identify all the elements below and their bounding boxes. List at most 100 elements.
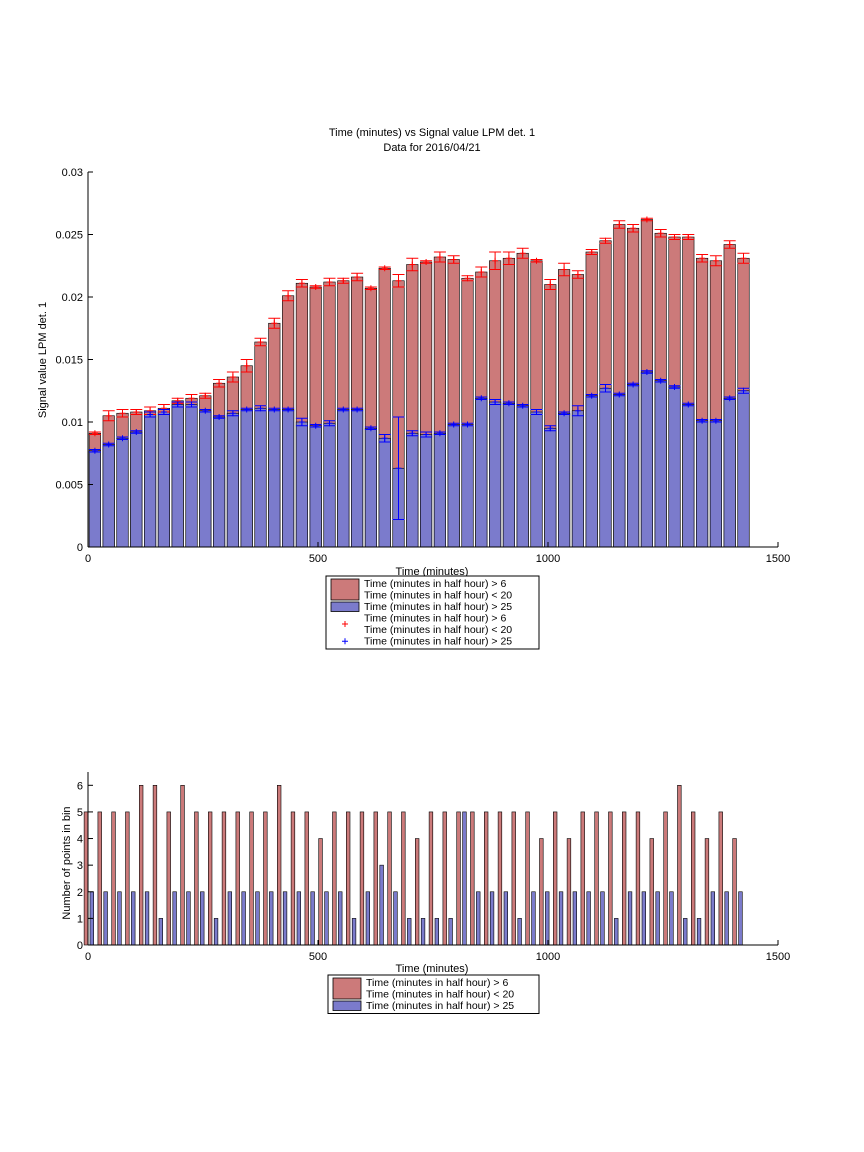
red-count-bar [580, 811, 585, 946]
red-error-bar [323, 277, 336, 287]
blue-count-bar [200, 891, 205, 946]
chart-subtitle: Data for 2016/04/21 [383, 142, 480, 154]
legend-marker [342, 638, 348, 645]
blue-bar [571, 410, 584, 548]
blue-error-bar [226, 410, 239, 417]
red-count-bar [180, 785, 185, 946]
red-error-bar [668, 234, 681, 240]
blue-count-bar [117, 891, 122, 946]
red-count-bar [83, 811, 89, 946]
blue-bar [682, 404, 695, 548]
red-error-bar [378, 265, 391, 272]
blue-error-bar [102, 441, 115, 448]
red-count-bar [208, 811, 213, 946]
blue-error-bar [268, 406, 281, 413]
blue-bar [144, 414, 157, 548]
red-error-bar [199, 392, 212, 399]
blue-error-bar [585, 392, 598, 399]
red-count-bar [277, 785, 282, 946]
blue-error-bar [420, 431, 433, 438]
red-count-bar [649, 838, 654, 946]
blue-bar [654, 380, 667, 548]
x-tick-label: 1000 [536, 553, 560, 565]
red-error-bar [613, 220, 626, 229]
y-tick-label: 1 [77, 913, 83, 925]
y-axis-label: Number of points in bin [61, 806, 73, 919]
blue-count-bar [269, 891, 274, 946]
red-count-bar [677, 785, 682, 946]
blue-count-bar [641, 891, 646, 946]
blue-bar [268, 409, 281, 548]
red-count-bar [194, 811, 199, 946]
blue-bar [116, 437, 129, 548]
blue-error-bar [613, 391, 626, 398]
legend-label: Time (minutes in half hour) < 20 [366, 989, 514, 1001]
y-tick-label: 4 [77, 834, 83, 846]
x-axis-label: Time (minutes) [396, 963, 469, 975]
blue-bar [709, 420, 722, 548]
red-count-bar [484, 811, 489, 946]
red-error-bar [337, 277, 350, 284]
blue-bar [254, 407, 267, 548]
blue-error-bar [544, 425, 557, 432]
blue-count-bar [572, 891, 577, 946]
y-tick-label: 0.025 [55, 230, 83, 242]
blue-bar [613, 394, 626, 548]
legend-label: Time (minutes in half hour) > 6 [364, 613, 506, 625]
y-tick-label: 2 [77, 887, 83, 899]
blue-bar [420, 434, 433, 548]
red-count-bar [235, 811, 240, 946]
red-error-bar [475, 266, 488, 278]
blue-bar [102, 444, 115, 548]
red-error-bar [489, 251, 502, 270]
blue-error-bar [378, 434, 391, 443]
red-count-bar [704, 838, 710, 946]
y-axis-label: Signal value LPM det. 1 [37, 302, 49, 418]
red-count-bar [332, 811, 337, 946]
blue-error-bar [461, 421, 474, 428]
legend-label: Time (minutes in half hour) > 25 [364, 601, 512, 613]
red-error-bar [295, 279, 308, 288]
red-error-bar [530, 257, 543, 264]
blue-count-bar [517, 918, 522, 946]
blue-count-bar [586, 891, 591, 946]
red-count-bar [497, 811, 503, 946]
red-error-bar [627, 224, 640, 233]
blue-count-bar [282, 891, 288, 946]
red-count-bar [718, 811, 723, 946]
legend-swatch [332, 1000, 362, 1011]
red-count-bar [456, 811, 461, 946]
blue-bar [199, 410, 212, 548]
blue-count-bar [531, 891, 536, 946]
y-tick-label: 0 [77, 542, 83, 554]
blue-error-bar [364, 425, 377, 432]
blue-count-bar [407, 918, 412, 946]
blue-bar [130, 431, 143, 548]
red-count-bar [622, 811, 627, 946]
blue-bar [640, 371, 653, 548]
blue-bar [585, 395, 598, 548]
red-error-bar [240, 359, 253, 373]
blue-count-bar [558, 891, 564, 946]
red-count-bar [525, 811, 530, 946]
legend-swatch [330, 601, 360, 612]
blue-error-bar [213, 414, 226, 420]
y-tick-label: 3 [77, 860, 83, 872]
blue-bar [185, 404, 198, 548]
blue-count-bar [158, 918, 163, 946]
blue-error-bar [709, 417, 722, 424]
red-count-bar [428, 811, 434, 946]
red-count-bar [732, 838, 737, 946]
blue-bar [406, 432, 419, 548]
blue-error-bar [240, 406, 253, 413]
x-tick-label: 0 [85, 951, 91, 963]
blue-bar [240, 409, 253, 548]
blue-count-bar [365, 891, 370, 946]
blue-error-bar [599, 384, 612, 393]
red-count-bar [304, 811, 309, 946]
blue-bar [696, 420, 709, 548]
blue-error-bar [88, 447, 101, 454]
blue-error-bar [447, 421, 460, 428]
x-tick-label: 0 [85, 553, 91, 565]
blue-error-bar [489, 399, 502, 405]
